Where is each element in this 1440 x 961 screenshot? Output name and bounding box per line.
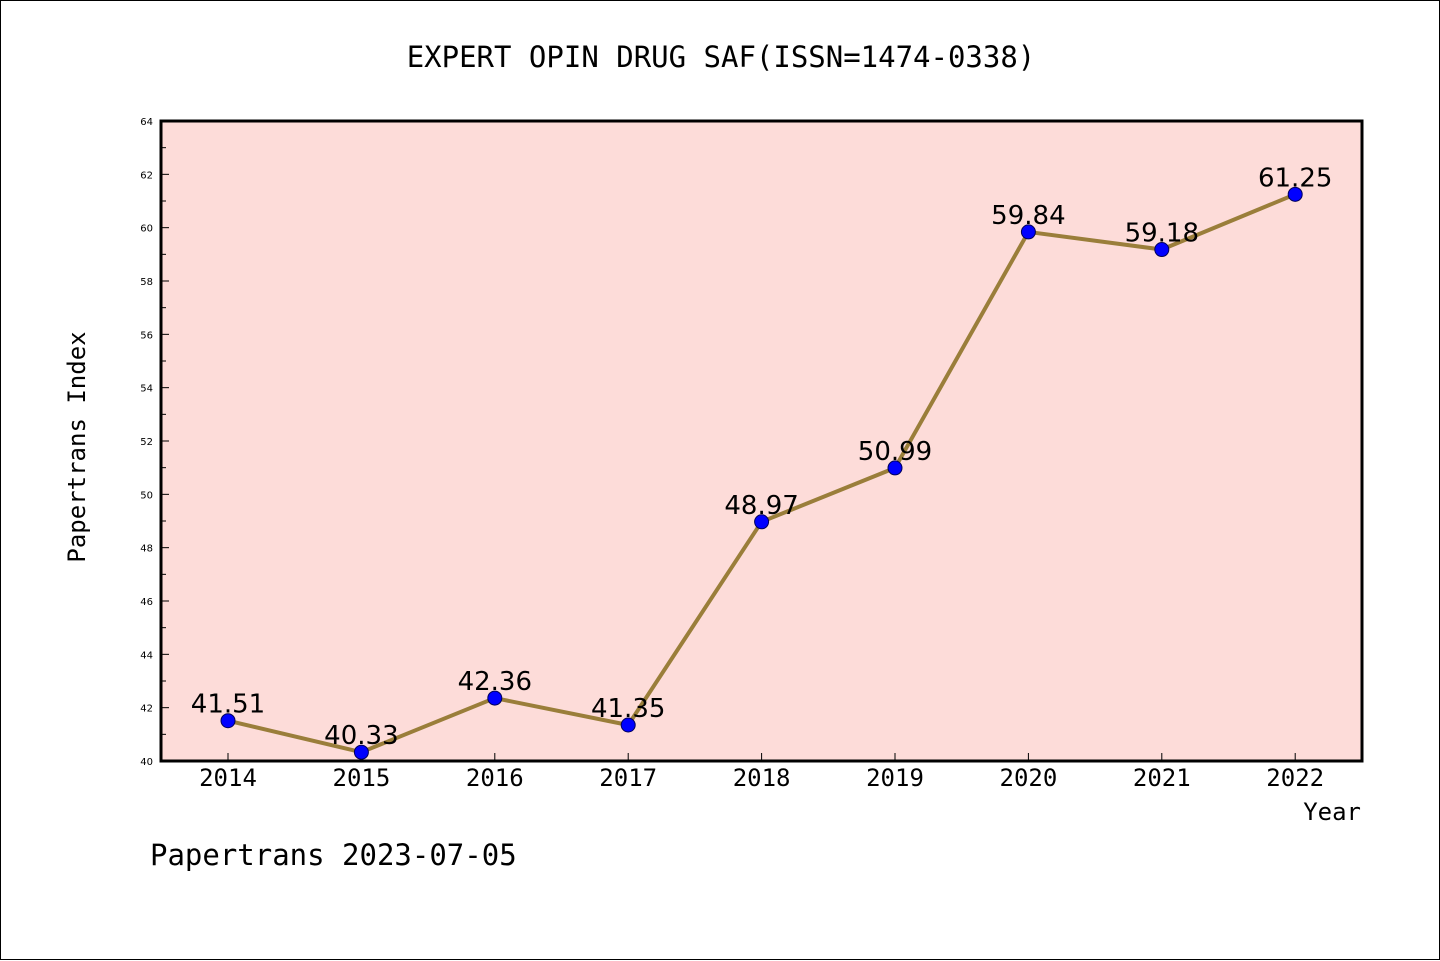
- data-point: [487, 690, 503, 706]
- y-tick-label: 64: [140, 117, 153, 128]
- data-point: [754, 514, 770, 530]
- y-tick-label: 62: [140, 170, 153, 181]
- y-tick-label: 42: [140, 704, 153, 715]
- data-point: [1287, 186, 1303, 202]
- x-axis-ticks: 2014 2015 2016 2017 2018 2019 2020 2021 2022: [199, 753, 1324, 792]
- data-label: 42.36: [458, 667, 532, 697]
- y-tick-label: 40: [140, 757, 153, 768]
- data-label: 41.35: [591, 694, 665, 724]
- data-label: 61.25: [1258, 163, 1332, 193]
- data-point: [1020, 224, 1036, 240]
- x-tick-label: 2015: [333, 764, 391, 792]
- x-tick-label: 2021: [1133, 764, 1191, 792]
- y-tick-label: 56: [140, 330, 153, 341]
- data-point: [220, 713, 236, 729]
- x-tick-label: 2017: [599, 764, 657, 792]
- y-tick-label: 46: [140, 597, 153, 608]
- x-tick-label: 2018: [733, 764, 791, 792]
- data-points: [220, 186, 1303, 760]
- footer-text: Papertrans 2023-07-05: [150, 838, 517, 872]
- x-tick-label: 2019: [866, 764, 924, 792]
- data-label: 50.99: [858, 437, 932, 467]
- y-tick-label: 58: [140, 277, 153, 288]
- y-tick-label: 48: [140, 544, 153, 555]
- y-tick-label: 50: [140, 490, 153, 501]
- y-tick-label: 54: [140, 384, 153, 395]
- data-labels: 41.51 40.33 42.36 41.35 48.97 50.99 59.84 59.18…: [191, 163, 1333, 751]
- x-axis-label: Year: [1303, 798, 1361, 826]
- data-label: 59.18: [1125, 219, 1199, 249]
- data-point: [1154, 242, 1170, 258]
- x-tick-label: 2016: [466, 764, 524, 792]
- plot-area: [161, 121, 1362, 761]
- chart-title: EXPERT OPIN DRUG SAF(ISSN=1474-0338): [407, 40, 1036, 74]
- x-tick-label: 2022: [1266, 764, 1324, 792]
- x-tick-label: 2020: [1000, 764, 1058, 792]
- y-axis-ticks: 40 42 44 46 48 50 52 54 56 58 60 62 64: [140, 117, 169, 768]
- data-label: 59.84: [991, 201, 1065, 231]
- y-tick-label: 52: [140, 437, 153, 448]
- data-label: 40.33: [324, 721, 398, 751]
- y-tick-label: 60: [140, 224, 153, 235]
- y-tick-label: 44: [140, 650, 153, 661]
- plot-border: [159, 119, 1364, 763]
- data-point: [887, 460, 903, 476]
- data-point: [620, 717, 636, 733]
- data-label: 41.51: [191, 690, 265, 720]
- x-tick-label: 2014: [199, 764, 257, 792]
- data-label: 48.97: [724, 491, 798, 521]
- data-point: [353, 744, 369, 760]
- y-axis-label: Papertrans Index: [63, 331, 91, 562]
